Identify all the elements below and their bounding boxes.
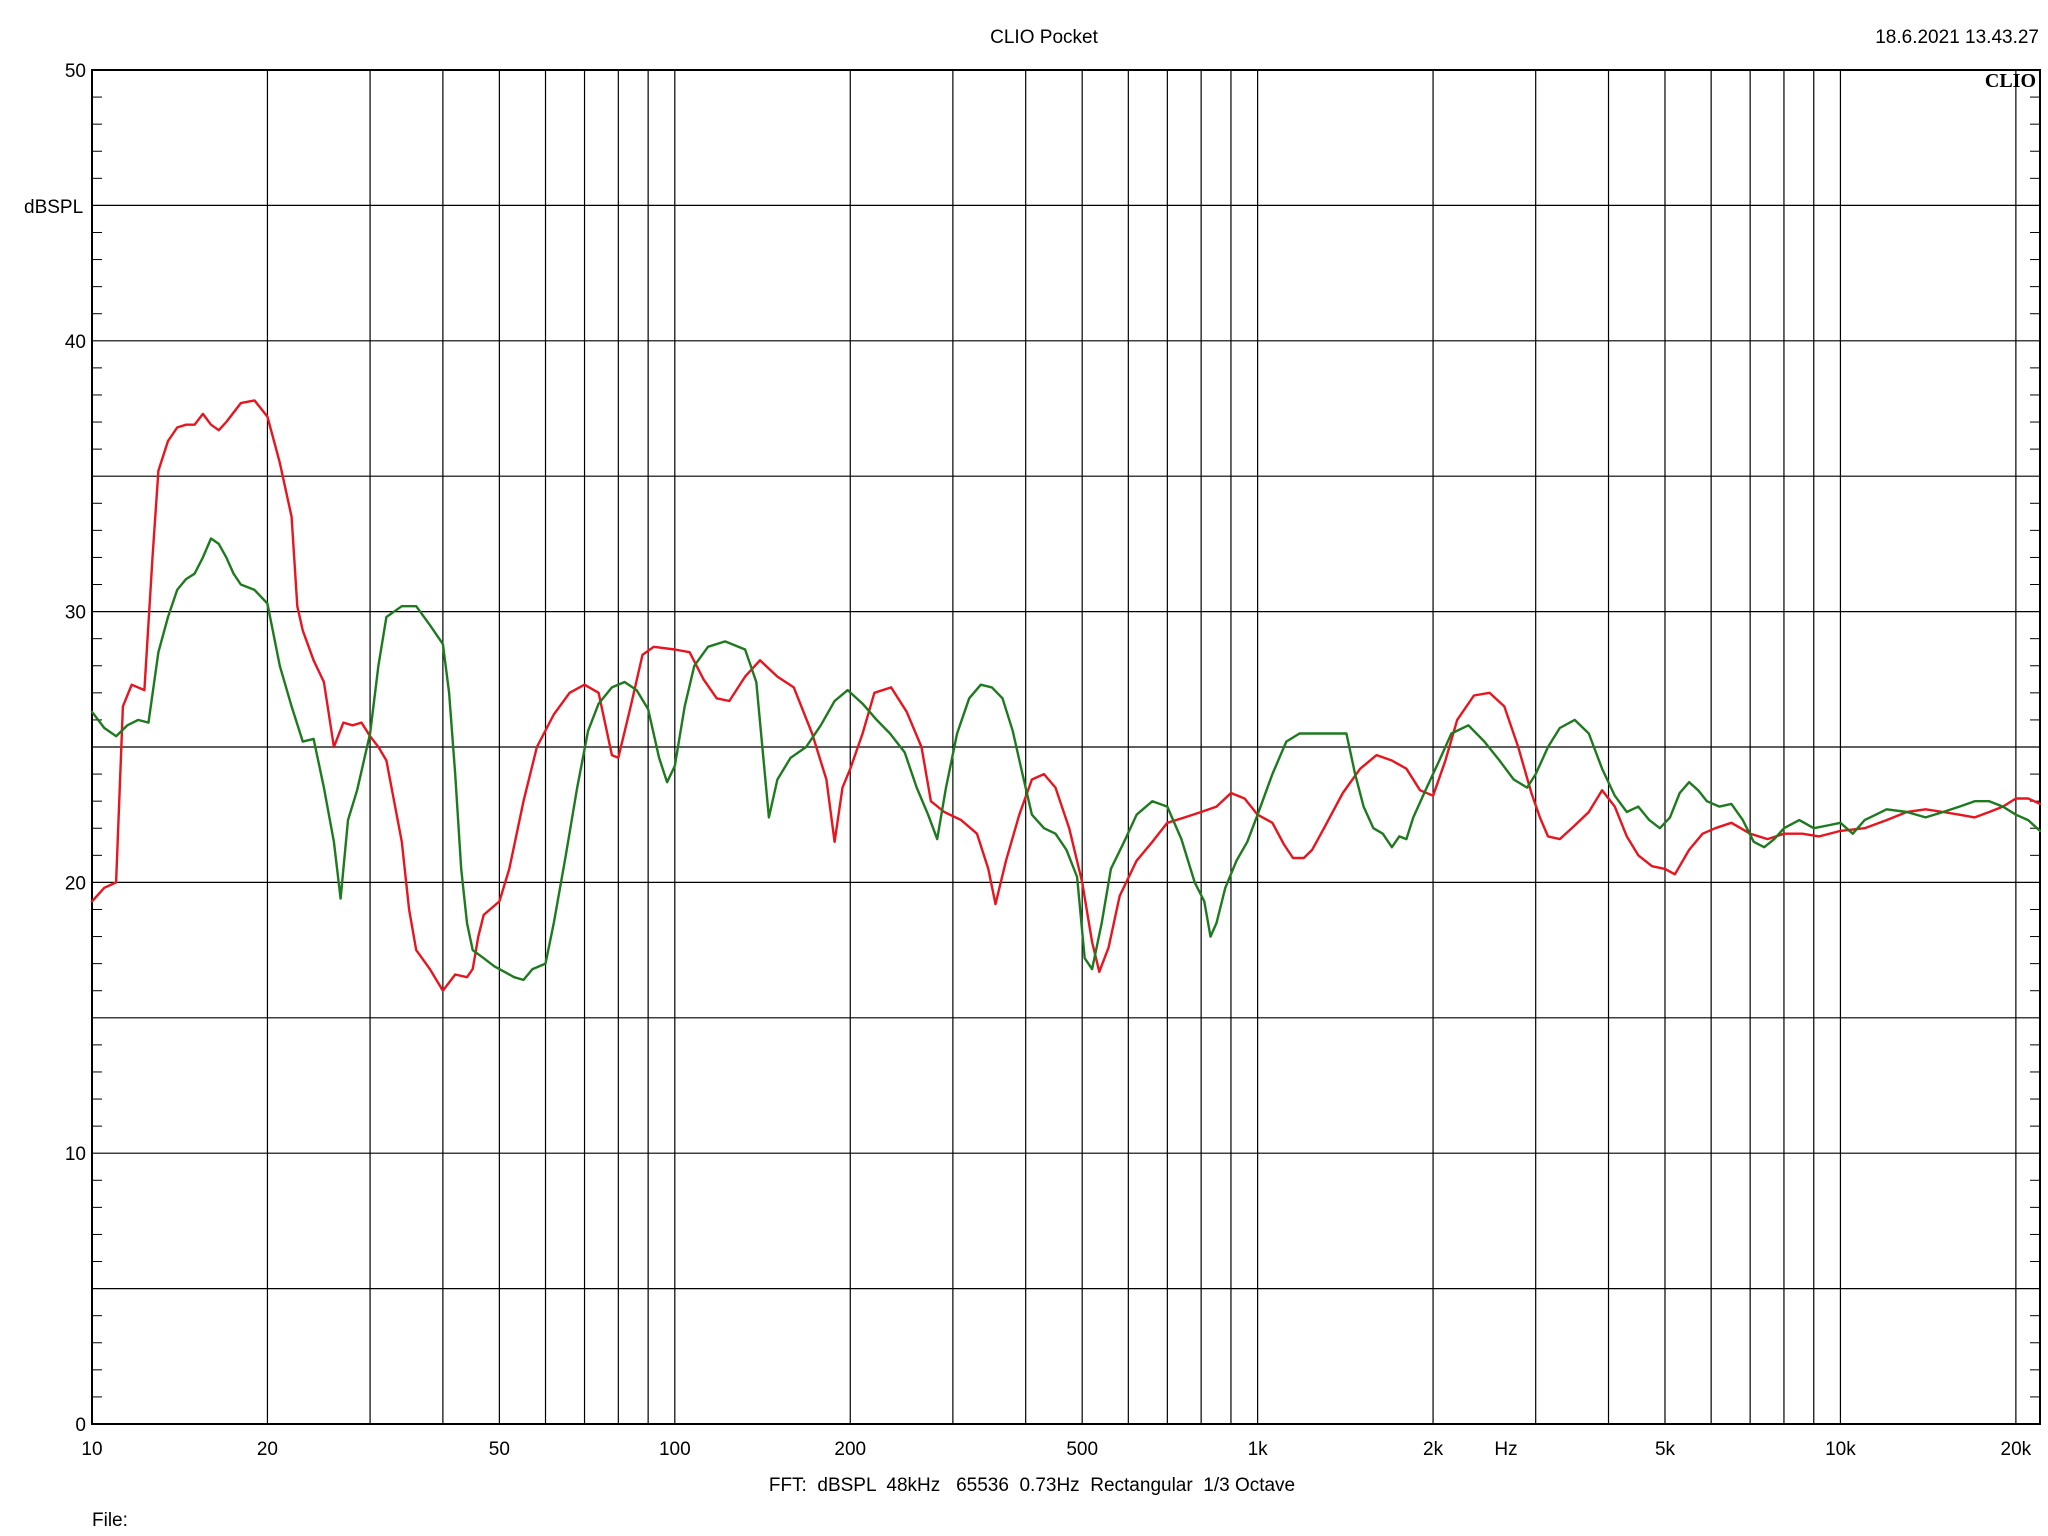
y-tick-label: 30 bbox=[65, 603, 86, 624]
x-tick-labels: 10 20 50 100 200 500 1k 2k 5k 10k 20k bbox=[81, 1439, 2031, 1460]
x-tick-label: 20 bbox=[257, 1439, 278, 1460]
x-tick-label: 5k bbox=[1655, 1439, 1676, 1460]
y-tick-label: 10 bbox=[65, 1144, 86, 1165]
x-tick-label: 500 bbox=[1066, 1439, 1098, 1460]
x-tick-label: 2k bbox=[1423, 1439, 1444, 1460]
y-tick-label: 50 bbox=[65, 61, 86, 82]
plot-frame bbox=[91, 69, 2041, 1425]
chart-title: CLIO Pocket bbox=[990, 27, 1098, 48]
plot-grid bbox=[92, 70, 2040, 1424]
series-layer bbox=[90, 399, 2042, 992]
y-tick-label: 40 bbox=[65, 332, 86, 353]
x-tick-label: 20k bbox=[2001, 1439, 2032, 1460]
x-tick-label: 10k bbox=[1825, 1439, 1856, 1460]
y-tick-label: 0 bbox=[75, 1415, 86, 1436]
fft-settings: FFT: dBSPL 48kHz 65536 0.73Hz Rectangula… bbox=[769, 1475, 1295, 1496]
x-tick-label: 10 bbox=[81, 1439, 102, 1460]
series-line-1 bbox=[90, 399, 2042, 992]
x-tick-label: 200 bbox=[834, 1439, 866, 1460]
y-tick-label: 20 bbox=[65, 873, 86, 894]
series-line-2 bbox=[90, 537, 2042, 982]
x-tick-label: 1k bbox=[1248, 1439, 1269, 1460]
file-label: File: bbox=[92, 1510, 128, 1531]
brand-logo: CLIO bbox=[1985, 70, 2036, 92]
y-axis-label: dBSPL bbox=[24, 197, 83, 218]
x-tick-label: 50 bbox=[489, 1439, 510, 1460]
y-tick-labels: 0 10 20 30 40 50 bbox=[65, 61, 86, 1436]
x-axis-unit-label: Hz bbox=[1494, 1439, 1517, 1460]
timestamp: 18.6.2021 13.43.27 bbox=[1875, 27, 2039, 48]
x-tick-label: 100 bbox=[659, 1439, 691, 1460]
